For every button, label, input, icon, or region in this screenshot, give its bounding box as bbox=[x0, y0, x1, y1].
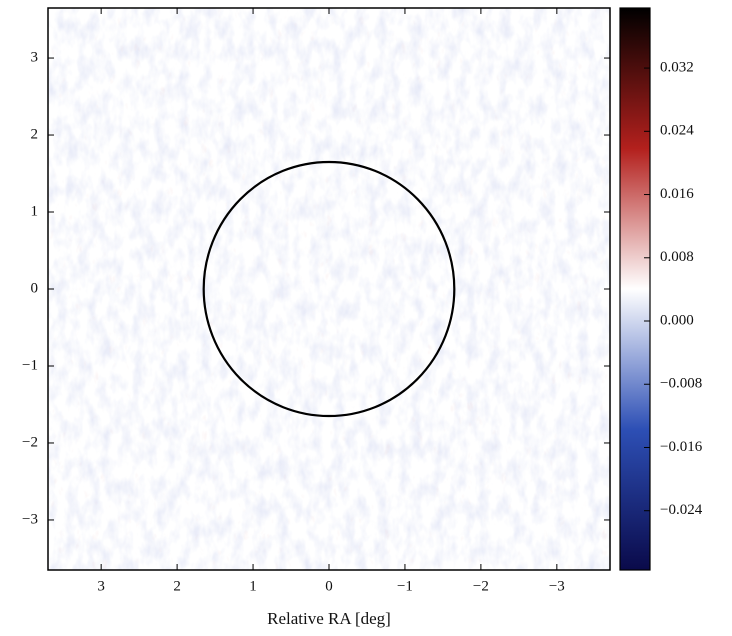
circle-annotation bbox=[202, 160, 456, 418]
x-axis-label: Relative RA [deg] bbox=[267, 609, 391, 628]
y-tick-label: −2 bbox=[22, 434, 38, 450]
x-tick-label: 1 bbox=[249, 578, 257, 594]
image-texture bbox=[48, 8, 610, 570]
colorbar-tick-label: 0.016 bbox=[660, 186, 694, 202]
colorbar-tick-label: 0.032 bbox=[660, 60, 694, 76]
x-tick-label: −2 bbox=[473, 578, 489, 594]
colorbar-tick-label: −0.016 bbox=[660, 439, 703, 455]
y-tick-label: −1 bbox=[22, 357, 38, 373]
y-tick-label: −3 bbox=[22, 511, 38, 527]
x-tick-label: 0 bbox=[325, 578, 333, 594]
x-tick-label: −1 bbox=[397, 578, 413, 594]
y-tick-label: 1 bbox=[31, 203, 39, 219]
y-tick-label: 0 bbox=[31, 280, 39, 296]
colorbar-tick-label: 0.024 bbox=[660, 123, 694, 139]
x-tick-label: −3 bbox=[549, 578, 565, 594]
y-tick-label: 2 bbox=[31, 126, 39, 142]
y-tick-label: 3 bbox=[31, 49, 39, 65]
x-tick-label: 2 bbox=[173, 578, 181, 594]
colorbar-tick-label: −0.008 bbox=[660, 376, 702, 392]
colorbar-tick-label: −0.024 bbox=[660, 502, 703, 518]
colorbar-tick-label: 0.000 bbox=[660, 312, 694, 328]
colorbar-tick-label: 0.008 bbox=[660, 249, 694, 265]
x-tick-label: 3 bbox=[97, 578, 105, 594]
colorbar bbox=[619, 7, 651, 571]
